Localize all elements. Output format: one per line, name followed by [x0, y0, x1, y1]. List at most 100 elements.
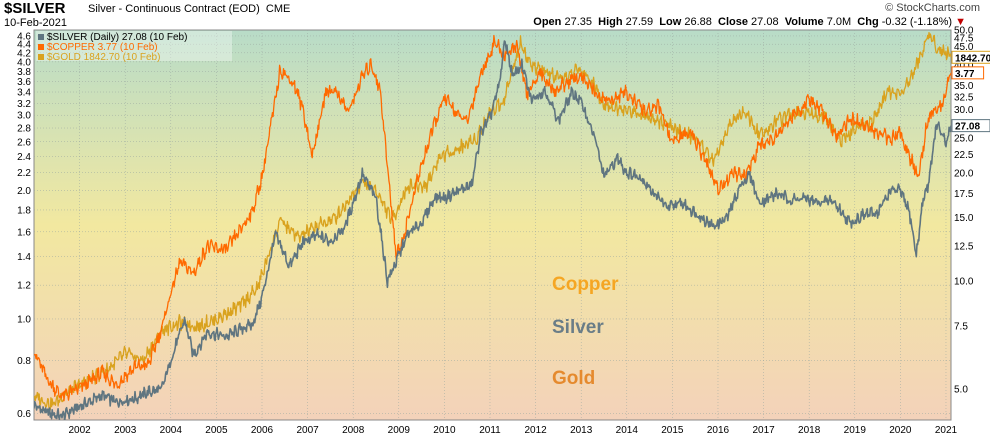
right-tick-label: 7.5 — [954, 321, 968, 332]
right-tick-label: 5.0 — [954, 385, 968, 396]
right-tick-label: 10.0 — [954, 276, 974, 287]
low-value: 26.88 — [684, 16, 712, 28]
left-tick-label: 2.4 — [17, 152, 31, 163]
left-tick-label: 4.2 — [17, 48, 31, 59]
last-value-text-copper: 3.77 — [955, 69, 975, 80]
left-tick-label: 4.0 — [17, 57, 31, 68]
left-tick-label: 1.6 — [17, 227, 31, 238]
silver-series-line — [34, 40, 951, 420]
x-tick-label: 2013 — [570, 425, 593, 436]
x-tick-label: 2003 — [114, 425, 137, 436]
volume-label: Volume — [784, 16, 824, 28]
exchange-label: CME — [265, 3, 291, 15]
legend-entry: $GOLD 1842.70 (10 Feb) — [47, 52, 160, 63]
left-tick-label: 0.8 — [17, 356, 31, 367]
x-tick-label: 2014 — [616, 425, 639, 436]
right-tick-label: 12.5 — [954, 242, 974, 253]
last-value-tag-copper — [951, 66, 985, 80]
brand-watermark: © StockCharts.com — [885, 2, 980, 14]
left-tick-label: 1.0 — [17, 314, 31, 325]
last-value-tag-gold — [951, 50, 990, 64]
left-tick-label: 4.4 — [17, 40, 31, 51]
down-triangle-icon: ▼ — [955, 16, 966, 28]
x-tick-label: 2006 — [251, 425, 274, 436]
ohlc-summary: Open 27.35 High 27.59 Low 26.88 Close 27… — [533, 16, 966, 28]
volume-value: 7.0M — [826, 16, 852, 28]
last-value-tag-silver — [951, 119, 990, 133]
left-tick-label: 3.4 — [17, 88, 31, 99]
legend-swatch — [38, 44, 44, 50]
x-tick-label: 2004 — [160, 425, 183, 436]
left-tick-label: 2.6 — [17, 137, 31, 148]
left-tick-label: 3.8 — [17, 67, 31, 78]
x-tick-label: 2002 — [68, 425, 91, 436]
right-tick-label: 22.5 — [954, 150, 974, 161]
x-tick-label: 2011 — [479, 425, 501, 436]
legend: $SILVER (Daily) 27.08 (10 Feb)$COPPER 3.… — [36, 31, 232, 63]
x-tick-label: 2005 — [205, 425, 228, 436]
x-axis: 2002 2003 2004 2005 2006 2007 2008 2009 2010 2011… — [68, 425, 957, 436]
silver-big-label: Silver — [552, 317, 604, 338]
chg-label: Chg — [857, 16, 879, 28]
left-tick-label: 3.6 — [17, 77, 31, 88]
right-tick-label: 40.0 — [954, 60, 974, 71]
x-tick-label: 2016 — [707, 425, 730, 436]
legend-swatch — [38, 54, 44, 60]
high-value: 27.59 — [625, 16, 654, 28]
x-tick-label: 2015 — [661, 425, 684, 436]
left-tick-label: 1.4 — [17, 252, 31, 263]
close-label: Close — [718, 16, 748, 28]
contract-description: Silver - Continuous Contract (EOD) — [88, 3, 260, 15]
last-value-tags: 1842.70 3.77 27.08 — [951, 50, 990, 133]
copper-big-label: Copper — [552, 274, 619, 295]
legend-entry: $SILVER (Daily) 27.08 (10 Feb) — [47, 32, 187, 43]
chart-header: $SILVER Silver - Continuous Contract (EO… — [0, 0, 990, 30]
left-tick-label: 1.2 — [17, 281, 31, 292]
x-tick-label: 2019 — [844, 425, 867, 436]
chart-date: 10-Feb-2021 — [4, 17, 67, 29]
legend-entry: $COPPER 3.77 (10 Feb) — [47, 42, 158, 53]
right-tick-label: 35.0 — [954, 81, 974, 92]
chg-value: -0.32 (-1.18%) — [881, 16, 953, 28]
x-tick-label: 2007 — [296, 425, 319, 436]
high-label: High — [598, 16, 623, 28]
right-tick-label: 17.5 — [954, 189, 974, 200]
left-axis: 4.64.44.24.03.83.63.43.23.0 2.8 2.6 2.4 2.2 2… — [17, 31, 31, 420]
right-tick-label: 15.0 — [954, 213, 974, 224]
legend-box — [36, 31, 232, 61]
left-tick-label: 4.6 — [17, 31, 31, 42]
right-tick-label: 30.0 — [954, 105, 974, 116]
chart-description: Silver - Continuous Contract (EOD) CME — [88, 3, 290, 15]
left-tick-label: 2.8 — [17, 124, 31, 135]
left-tick-label: 3.2 — [17, 99, 31, 110]
x-tick-label: 2021 — [935, 425, 958, 436]
left-tick-label: 2.0 — [17, 186, 31, 197]
x-tick-label: 2020 — [889, 425, 912, 436]
right-tick-label: 25.0 — [954, 134, 974, 145]
left-tick-label: 0.6 — [17, 409, 31, 420]
close-value: 27.08 — [751, 16, 779, 28]
x-tick-label: 2017 — [752, 425, 775, 436]
left-tick-label: 3.0 — [17, 111, 31, 122]
x-tick-label: 2018 — [798, 425, 821, 436]
last-value-text-gold: 1842.70 — [955, 53, 990, 64]
left-tick-label: 1.8 — [17, 205, 31, 216]
series-layer — [34, 31, 951, 420]
x-tick-label: 2008 — [342, 425, 365, 436]
open-value: 27.35 — [564, 16, 592, 28]
right-tick-label: 47.5 — [954, 33, 974, 44]
open-label: Open — [533, 16, 562, 28]
copper-series-line — [34, 34, 951, 402]
x-tick-label: 2010 — [433, 425, 456, 436]
right-axis: 50.047.545.042.540.037.535.032.530.027.5… — [954, 26, 974, 396]
right-tick-label: 45.0 — [954, 42, 974, 53]
right-tick-label: 32.5 — [954, 93, 974, 104]
left-tick-label: 2.2 — [17, 168, 31, 179]
chart-symbol: $SILVER — [4, 0, 66, 17]
last-value-text-silver: 27.08 — [955, 122, 980, 133]
gold-big-label: Gold — [552, 368, 595, 389]
legend-swatch — [38, 34, 44, 40]
low-label: Low — [659, 16, 682, 28]
right-tick-label: 50.0 — [954, 26, 974, 37]
